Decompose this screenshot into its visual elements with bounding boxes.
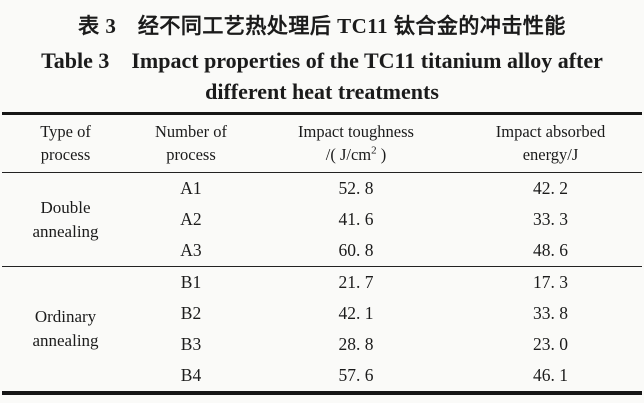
table-row: B4 57. 6 46. 1 xyxy=(2,360,642,393)
process-number-cell: A1 xyxy=(129,172,253,204)
impact-energy-cell: 46. 1 xyxy=(533,365,568,385)
process-type-line: annealing xyxy=(32,331,99,350)
impact-energy-cell: 42. 2 xyxy=(459,172,642,204)
table-row: Ordinary annealing B1 21. 7 17. 3 xyxy=(2,266,642,393)
column-header-impact-toughness: Impact toughness /( J/cm2 ) xyxy=(253,113,459,173)
process-number-cell: A2 xyxy=(180,209,202,229)
table-body: Double annealing A1 52. 8 42. 2 A2 41. 6… xyxy=(2,172,642,393)
table-row: Double annealing A1 52. 8 42. 2 xyxy=(2,172,642,267)
impact-toughness-cell: 42. 1 xyxy=(338,303,374,323)
table-caption-chinese: 表 3 经不同工艺热处理后 TC11 钛合金的冲击性能 xyxy=(78,14,566,38)
table-header: Type of process Number of process Impact… xyxy=(2,113,642,173)
process-number-cell: A3 xyxy=(180,240,202,260)
header-line: Impact absorbed xyxy=(495,122,606,141)
header-line: Number of xyxy=(155,122,227,141)
process-number-cell: B4 xyxy=(180,365,202,385)
unit-superscript: 2 xyxy=(371,144,377,157)
header-line: Type of xyxy=(40,122,91,141)
header-unit-line: /( J/cm2 ) xyxy=(253,143,459,166)
impact-toughness-cell: 28. 8 xyxy=(338,334,374,354)
impact-toughness-cell: 21. 7 xyxy=(253,266,459,298)
table-row: A3 60. 8 48. 6 xyxy=(2,235,642,267)
impact-properties-table: Type of process Number of process Impact… xyxy=(2,112,642,395)
process-number-cell: B2 xyxy=(180,303,202,323)
process-number-cell: B3 xyxy=(180,334,202,354)
column-header-number-of-process: Number of process xyxy=(129,113,253,173)
impact-toughness-cell: 52. 8 xyxy=(253,172,459,204)
impact-energy-cell: 23. 0 xyxy=(533,334,568,354)
table-row: A2 41. 6 33. 3 xyxy=(2,204,642,235)
header-line: energy/J xyxy=(522,145,579,164)
process-type-line: Ordinary xyxy=(34,307,97,326)
unit-suffix: ) xyxy=(376,145,387,164)
impact-energy-cell: 48. 6 xyxy=(533,240,568,260)
table-caption-english-line2: different heat treatments xyxy=(205,79,439,104)
header-row: Type of process Number of process Impact… xyxy=(2,113,642,173)
impact-energy-cell: 17. 3 xyxy=(459,266,642,298)
impact-toughness-cell: 41. 6 xyxy=(338,209,374,229)
header-line: Impact toughness xyxy=(298,122,414,141)
table-row: B2 42. 1 33. 8 xyxy=(2,298,642,329)
table-row: B3 28. 8 23. 0 xyxy=(2,329,642,360)
impact-energy-cell: 33. 3 xyxy=(533,209,568,229)
impact-toughness-cell: 57. 6 xyxy=(338,365,374,385)
impact-toughness-cell: 60. 8 xyxy=(338,240,374,260)
column-header-impact-absorbed-energy: Impact absorbed energy/J xyxy=(459,113,642,173)
unit-prefix: /( J/cm xyxy=(325,145,372,164)
process-type-line: Double xyxy=(40,197,91,217)
header-line: process xyxy=(166,145,216,164)
column-header-type-of-process: Type of process xyxy=(2,113,129,173)
header-line: process xyxy=(40,145,91,164)
table-caption-english-line1: Table 3 Impact properties of the TC11 ti… xyxy=(41,48,603,73)
process-type-line: annealing xyxy=(32,221,99,241)
impact-energy-cell: 33. 8 xyxy=(533,303,568,323)
process-type-cell-ordinary-annealing: Ordinary annealing xyxy=(2,266,129,393)
process-type-cell-double-annealing: Double annealing xyxy=(2,172,129,267)
process-number-cell: B1 xyxy=(129,266,253,298)
